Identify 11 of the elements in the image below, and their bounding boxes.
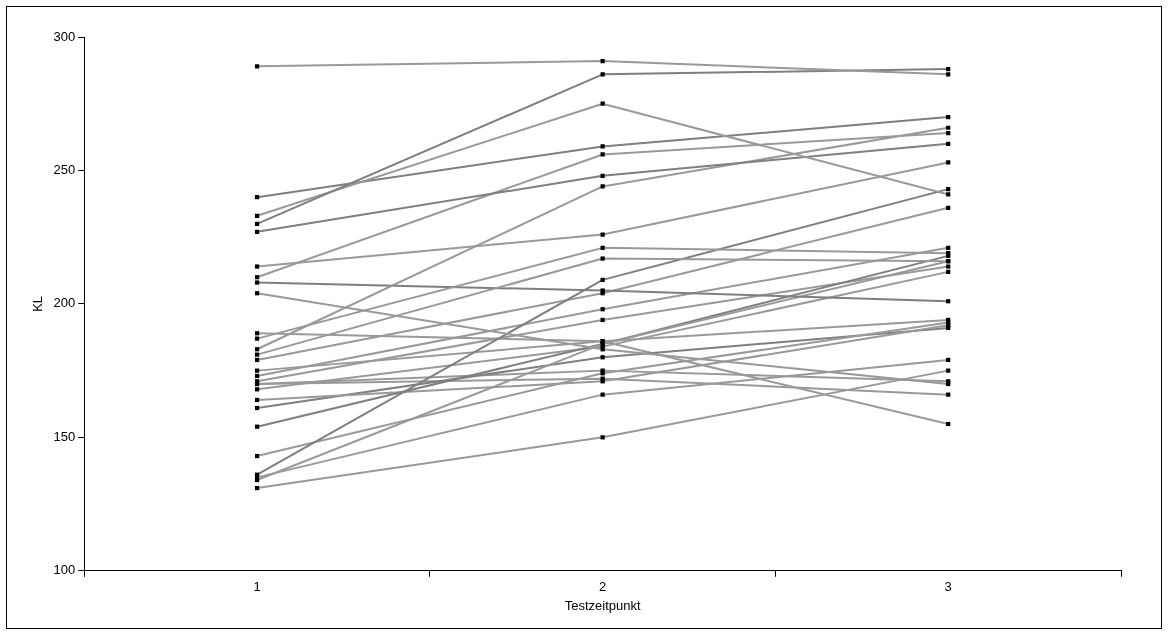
y-tick-label: 100: [53, 562, 76, 578]
x-tick-label: 2: [599, 579, 607, 595]
x-axis-title: Testzeitpunkt: [564, 597, 641, 613]
y-axis-title: KL: [30, 295, 46, 312]
chart-frame: Testzeitpunkt KL 1 2 3 100 150 200 250 300: [6, 6, 1162, 629]
y-tick-label: 300: [53, 28, 76, 44]
y-tick-label: 250: [53, 162, 76, 178]
y-tick-label: 200: [53, 295, 76, 311]
x-tick-label: 1: [253, 579, 261, 595]
x-tick-label: 3: [944, 579, 952, 595]
y-tick-label: 150: [53, 428, 76, 444]
